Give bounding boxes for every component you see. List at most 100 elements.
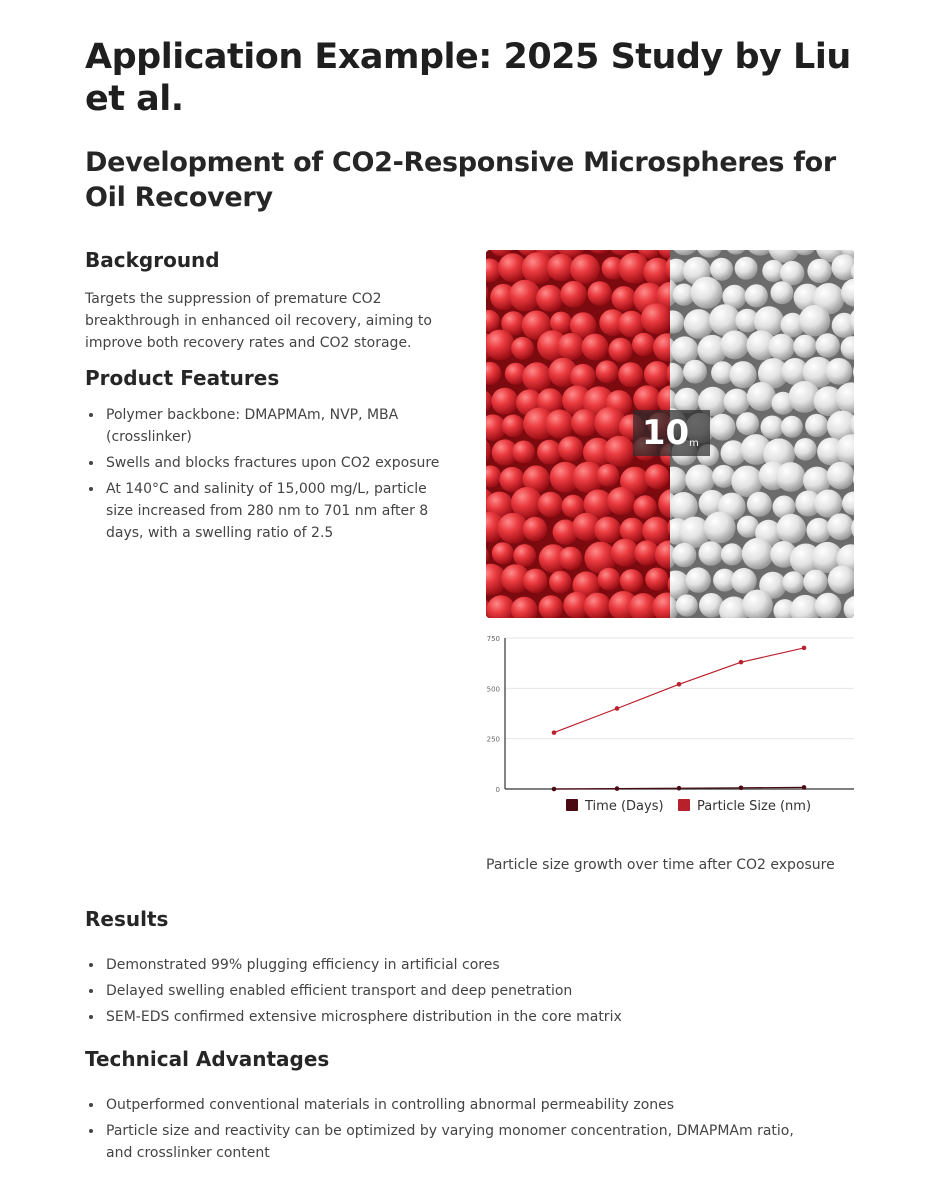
chart-y-ticks: 0 250 500 750 (487, 635, 500, 794)
microsphere (558, 546, 583, 571)
microsphere (610, 250, 633, 256)
microsphere (685, 464, 715, 495)
microsphere (667, 576, 670, 592)
chart-grid (504, 637, 854, 790)
microsphere (569, 312, 597, 339)
microsphere (491, 439, 518, 466)
microsphere (571, 409, 599, 437)
microsphere (825, 358, 853, 385)
microsphere (720, 543, 744, 566)
microsphere (511, 487, 543, 519)
microsphere (513, 544, 536, 567)
microsphere (537, 439, 562, 465)
microsphere (814, 592, 842, 618)
microsphere (561, 494, 585, 518)
microsphere (643, 361, 670, 388)
chart-legend: Time (Days) Particle Size (nm) (566, 799, 811, 814)
microsphere (633, 385, 661, 413)
microsphere (762, 259, 785, 282)
microsphere (753, 306, 784, 337)
microsphere (723, 388, 750, 415)
microsphere (806, 517, 832, 543)
microsphere (486, 465, 502, 488)
data-point (801, 785, 807, 790)
microsphere (572, 461, 604, 494)
microsphere (611, 286, 637, 311)
microsphere (807, 258, 832, 284)
microsphere (509, 279, 541, 312)
microsphere (523, 407, 556, 440)
microsphere (654, 540, 670, 569)
microsphere (712, 464, 736, 488)
microsphere (746, 491, 772, 517)
microsphere (794, 438, 817, 461)
page-title: Application Example: 2025 Study by Liu e… (85, 37, 851, 119)
microsphere (697, 334, 728, 365)
scale-bar-label: 10 m (633, 410, 710, 456)
microsphere (673, 250, 696, 256)
microsphere (788, 381, 821, 413)
microsphere (537, 491, 564, 518)
microsphere (772, 495, 796, 519)
microsphere (748, 250, 772, 256)
microsphere (795, 490, 822, 517)
microsphere (711, 361, 735, 385)
legend-label: Particle Size (nm) (697, 799, 811, 814)
microsphere (611, 538, 639, 567)
microsphere (486, 548, 489, 564)
microsphere (595, 360, 619, 384)
microsphere (831, 312, 854, 338)
microsphere (545, 409, 575, 439)
microsphere (570, 363, 596, 390)
microsphere (607, 487, 636, 516)
series-line (553, 647, 805, 734)
microsphere (618, 310, 645, 338)
microsphere (596, 464, 620, 487)
microsphere (672, 283, 695, 306)
background-heading: Background (85, 248, 220, 272)
microsphere (640, 303, 670, 335)
microsphere (768, 333, 795, 361)
microsphere (790, 594, 821, 618)
microsphere (665, 257, 670, 279)
microsphere (653, 333, 670, 362)
microsphere (619, 517, 645, 543)
list-item: Polymer backbone: DMAPMAm, NVP, MBA (cro… (85, 404, 450, 448)
microsphere (584, 541, 617, 574)
list-item: At 140°C and salinity of 15,000 mg/L, pa… (85, 478, 450, 544)
microsphere (486, 329, 515, 360)
microsphere (658, 250, 670, 259)
microsphere (523, 568, 548, 593)
microsphere (499, 466, 525, 493)
legend-label: Time (Days) (584, 799, 664, 814)
microsphere (780, 312, 805, 338)
microsphere (670, 466, 687, 494)
microsphere (666, 363, 670, 384)
microsphere (698, 386, 728, 417)
microsphere (572, 571, 600, 599)
microsphere (521, 252, 554, 284)
microsphere (803, 569, 828, 594)
microsphere (731, 568, 757, 594)
list-item: Swells and blocks fractures upon CO2 exp… (85, 452, 450, 474)
microsphere (672, 542, 697, 568)
microsphere (710, 257, 734, 281)
microsphere (594, 406, 626, 439)
microsphere (679, 516, 711, 548)
microsphere (572, 512, 601, 541)
microsphere (840, 336, 854, 360)
microsphere (498, 253, 527, 283)
results-list: Demonstrated 99% plugging efficiency in … (85, 954, 845, 1032)
page-subtitle: Development of CO2-Responsive Microspher… (85, 147, 836, 213)
microsphere (632, 332, 656, 357)
microsphere (805, 413, 829, 438)
data-point (738, 785, 744, 791)
microsphere (601, 256, 625, 280)
microsphere (512, 440, 535, 464)
data-point (676, 682, 682, 687)
microsphere (486, 250, 489, 253)
microsphere (538, 595, 564, 618)
microsphere (667, 519, 670, 536)
microsphere (826, 461, 854, 490)
microsphere (814, 489, 843, 518)
